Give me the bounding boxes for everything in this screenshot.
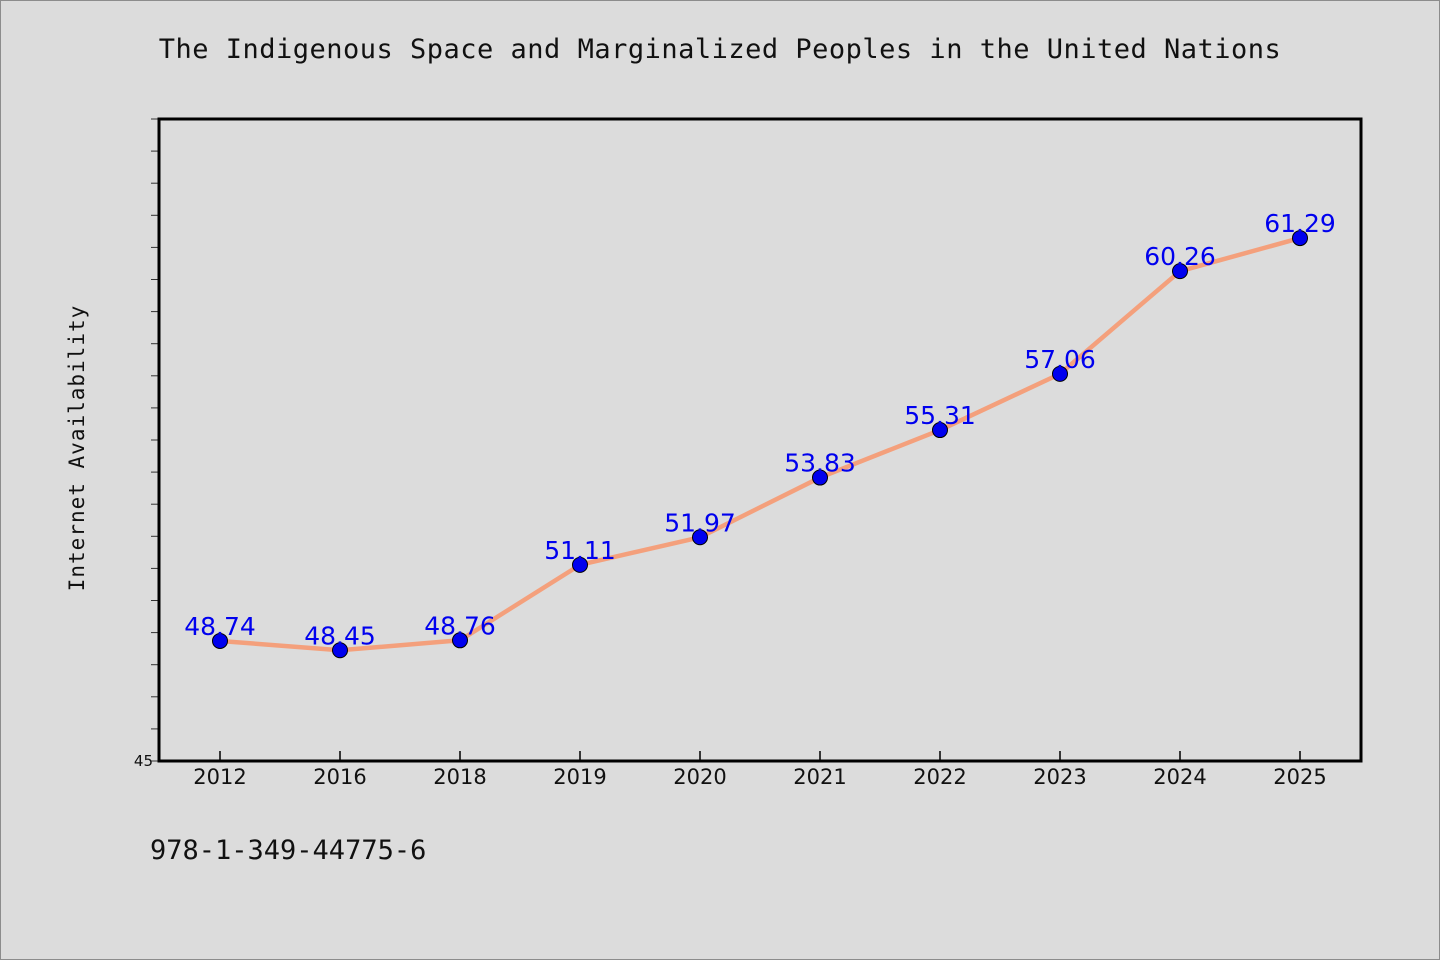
data-label: 51.11 (544, 536, 616, 565)
data-point (452, 632, 468, 649)
series-markers (212, 230, 1308, 659)
data-point (332, 642, 348, 659)
data-point (212, 632, 228, 649)
data-point (692, 529, 708, 546)
data-point (1292, 230, 1308, 247)
plot-area (157, 117, 1363, 763)
data-label: 60.26 (1144, 242, 1216, 271)
x-tick-label: 2021 (793, 765, 846, 789)
data-label: 48.45 (304, 621, 376, 650)
x-axis-ticks: 2012 2016 2018 2019 2020 2021 2022 2023 2024 2025 (193, 751, 1327, 789)
y-tick-label: 45 (134, 752, 153, 770)
data-point (572, 556, 588, 573)
data-point (1052, 365, 1068, 382)
x-tick-label: 2016 (313, 765, 366, 789)
data-label: 55.31 (904, 401, 976, 430)
y-axis-ticks: 45 (134, 118, 159, 770)
data-point (932, 422, 948, 439)
series-line-group (217, 235, 1303, 653)
isbn-text: 978-1-349-44775-6 (150, 835, 427, 866)
data-label: 61.29 (1264, 209, 1336, 238)
data-label: 48.74 (184, 612, 256, 641)
data-label: 57.06 (1024, 345, 1096, 374)
x-tick-label: 2024 (1153, 765, 1206, 789)
x-tick-label: 2012 (193, 765, 246, 789)
data-label: 53.83 (784, 449, 856, 478)
data-point (812, 469, 828, 486)
data-point (1172, 263, 1188, 280)
x-tick-label: 2018 (433, 765, 486, 789)
chart-title: The Indigenous Space and Marginalized Pe… (158, 34, 1282, 65)
x-tick-label: 2025 (1273, 765, 1326, 789)
x-tick-label: 2022 (913, 765, 966, 789)
data-label: 51.97 (664, 508, 736, 537)
data-labels: 48.74 48.45 48.76 51.11 51.97 53.83 55.31 57.06… (184, 209, 1336, 650)
data-label: 48.76 (424, 611, 496, 640)
series-line (217, 235, 1303, 653)
x-tick-label: 2020 (673, 765, 726, 789)
x-tick-label: 2023 (1033, 765, 1086, 789)
x-tick-label: 2019 (553, 765, 606, 789)
